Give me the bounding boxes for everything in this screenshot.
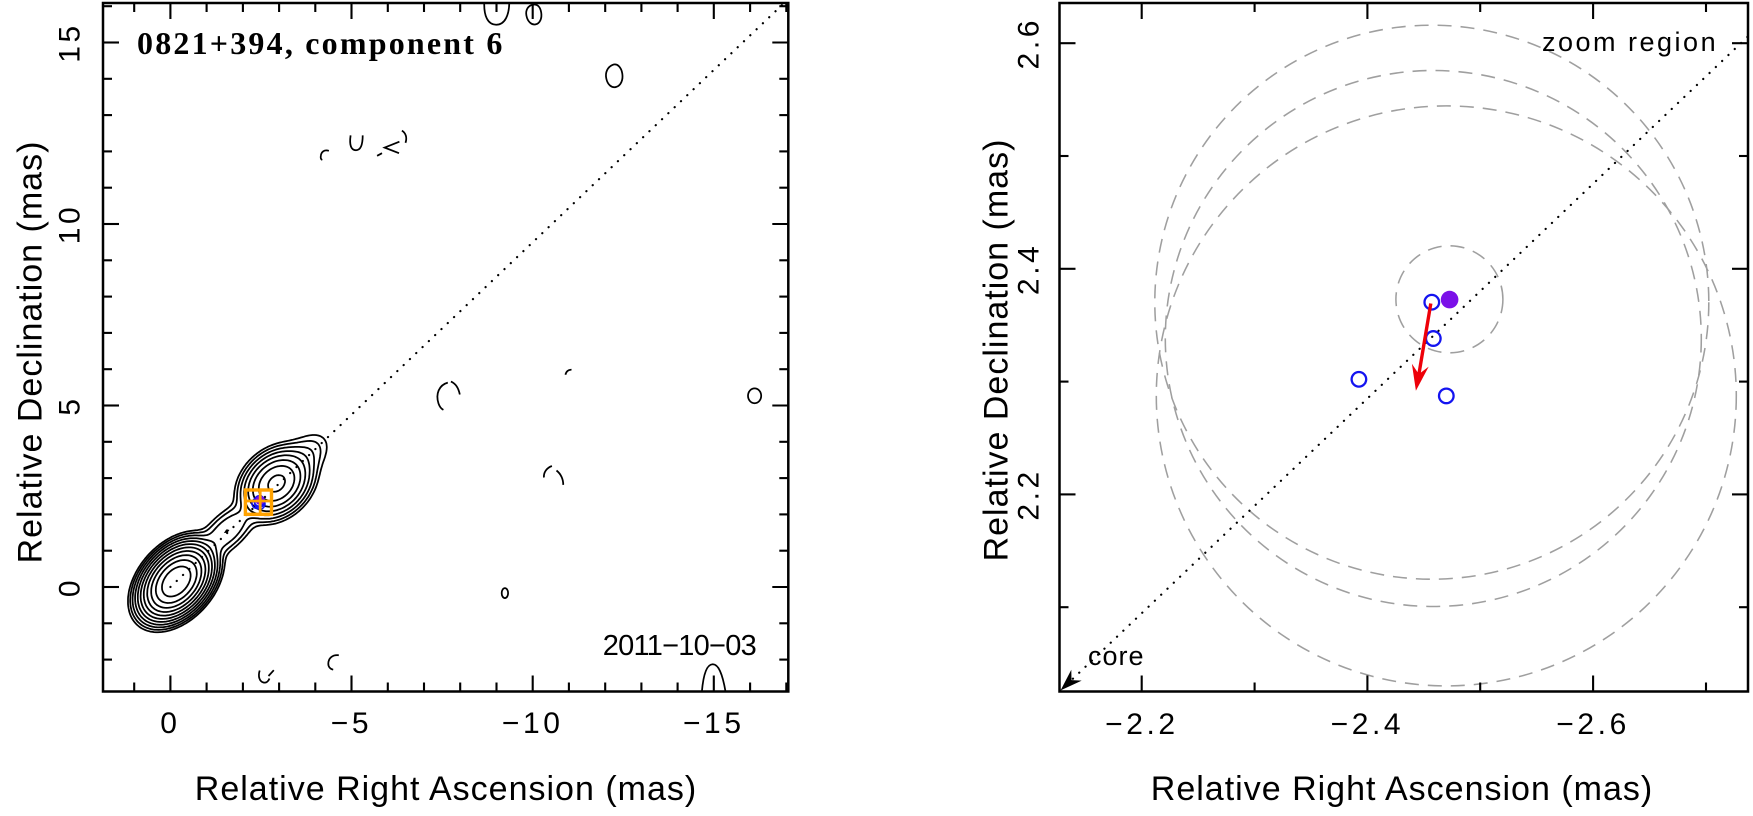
svg-text:core: core — [1088, 641, 1145, 671]
svg-text:−15: −15 — [683, 707, 745, 740]
svg-text:2.4: 2.4 — [1013, 243, 1046, 296]
svg-text:−10: −10 — [502, 707, 564, 740]
svg-text:2.2: 2.2 — [1013, 468, 1046, 521]
svg-text:Relative Declination (mas): Relative Declination (mas) — [978, 139, 1016, 562]
svg-text:0: 0 — [54, 577, 87, 597]
svg-text:−2.6: −2.6 — [1556, 708, 1630, 741]
svg-text:Relative Right Ascension (mas): Relative Right Ascension (mas) — [1151, 770, 1653, 808]
svg-text:5: 5 — [54, 395, 87, 415]
svg-text:Relative Declination (mas): Relative Declination (mas) — [12, 141, 50, 564]
svg-text:0: 0 — [160, 707, 180, 740]
svg-text:−2.2: −2.2 — [1105, 708, 1179, 741]
svg-text:2.6: 2.6 — [1013, 17, 1046, 70]
svg-text:15: 15 — [54, 22, 87, 63]
svg-text:−2.4: −2.4 — [1331, 708, 1405, 741]
svg-text:Relative Right Ascension (mas): Relative Right Ascension (mas) — [195, 770, 697, 808]
svg-text:0821+394, component 6: 0821+394, component 6 — [137, 25, 505, 61]
svg-text:zoom region: zoom region — [1542, 27, 1718, 57]
svg-text:−5: −5 — [331, 707, 372, 740]
svg-text:2011−10−03: 2011−10−03 — [603, 630, 756, 662]
svg-text:10: 10 — [54, 204, 87, 245]
